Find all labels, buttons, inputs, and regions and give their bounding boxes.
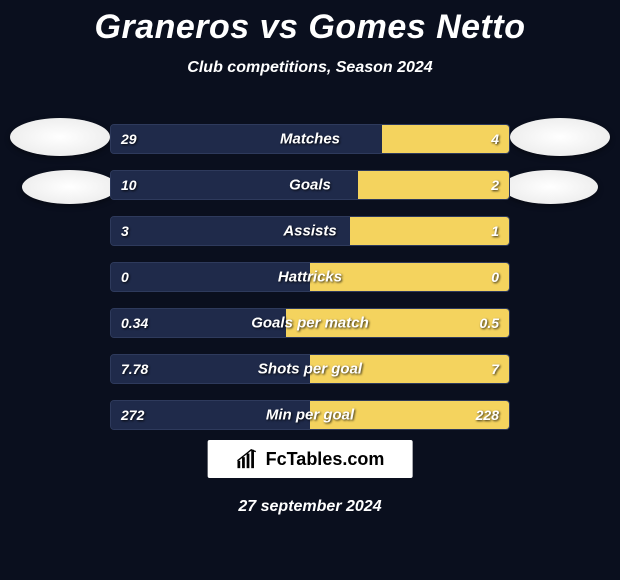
player-left-avatar-1 bbox=[10, 118, 110, 156]
stat-value-left: 10 bbox=[121, 177, 137, 193]
chart-icon bbox=[236, 448, 258, 470]
brand-badge: FcTables.com bbox=[208, 440, 413, 478]
stat-bar-left bbox=[111, 125, 382, 153]
brand-text: FcTables.com bbox=[266, 449, 385, 470]
stat-label: Hattricks bbox=[278, 269, 342, 286]
stat-row: Matches 29 4 bbox=[110, 124, 510, 154]
stat-label: Matches bbox=[280, 131, 340, 148]
stat-row: Shots per goal 7.78 7 bbox=[110, 354, 510, 384]
stat-value-left: 7.78 bbox=[121, 361, 148, 377]
player-right-avatar-1 bbox=[510, 118, 610, 156]
stat-label: Goals per match bbox=[251, 315, 369, 332]
stat-value-left: 29 bbox=[121, 131, 137, 147]
stat-row: Goals per match 0.34 0.5 bbox=[110, 308, 510, 338]
stat-value-right: 4 bbox=[491, 131, 499, 147]
stat-bar-right bbox=[382, 125, 509, 153]
stat-row: Goals 10 2 bbox=[110, 170, 510, 200]
stat-row: Hattricks 0 0 bbox=[110, 262, 510, 292]
stat-value-left: 3 bbox=[121, 223, 129, 239]
stat-row: Assists 3 1 bbox=[110, 216, 510, 246]
stat-value-right: 228 bbox=[476, 407, 499, 423]
stat-label: Assists bbox=[283, 223, 336, 240]
stat-bar-right bbox=[358, 171, 509, 199]
stat-label: Goals bbox=[289, 177, 331, 194]
stat-value-right: 0.5 bbox=[480, 315, 499, 331]
stat-bar-right bbox=[350, 217, 509, 245]
player-left-avatar-2 bbox=[22, 170, 117, 204]
stat-value-left: 272 bbox=[121, 407, 144, 423]
stat-value-left: 0 bbox=[121, 269, 129, 285]
stat-label: Shots per goal bbox=[258, 361, 362, 378]
footer-date: 27 september 2024 bbox=[0, 498, 620, 516]
stat-value-left: 0.34 bbox=[121, 315, 148, 331]
stat-value-right: 1 bbox=[491, 223, 499, 239]
subtitle: Club competitions, Season 2024 bbox=[0, 59, 620, 77]
stat-rows: Matches 29 4 Goals 10 2 Assists 3 1 Hattricks 0 0 Go… bbox=[110, 124, 510, 446]
player-right-avatar-2 bbox=[503, 170, 598, 204]
page-title: Graneros vs Gomes Netto bbox=[0, 0, 620, 47]
stat-value-right: 0 bbox=[491, 269, 499, 285]
stat-value-right: 7 bbox=[491, 361, 499, 377]
stat-row: Min per goal 272 228 bbox=[110, 400, 510, 430]
stat-label: Min per goal bbox=[266, 407, 354, 424]
stat-value-right: 2 bbox=[491, 177, 499, 193]
